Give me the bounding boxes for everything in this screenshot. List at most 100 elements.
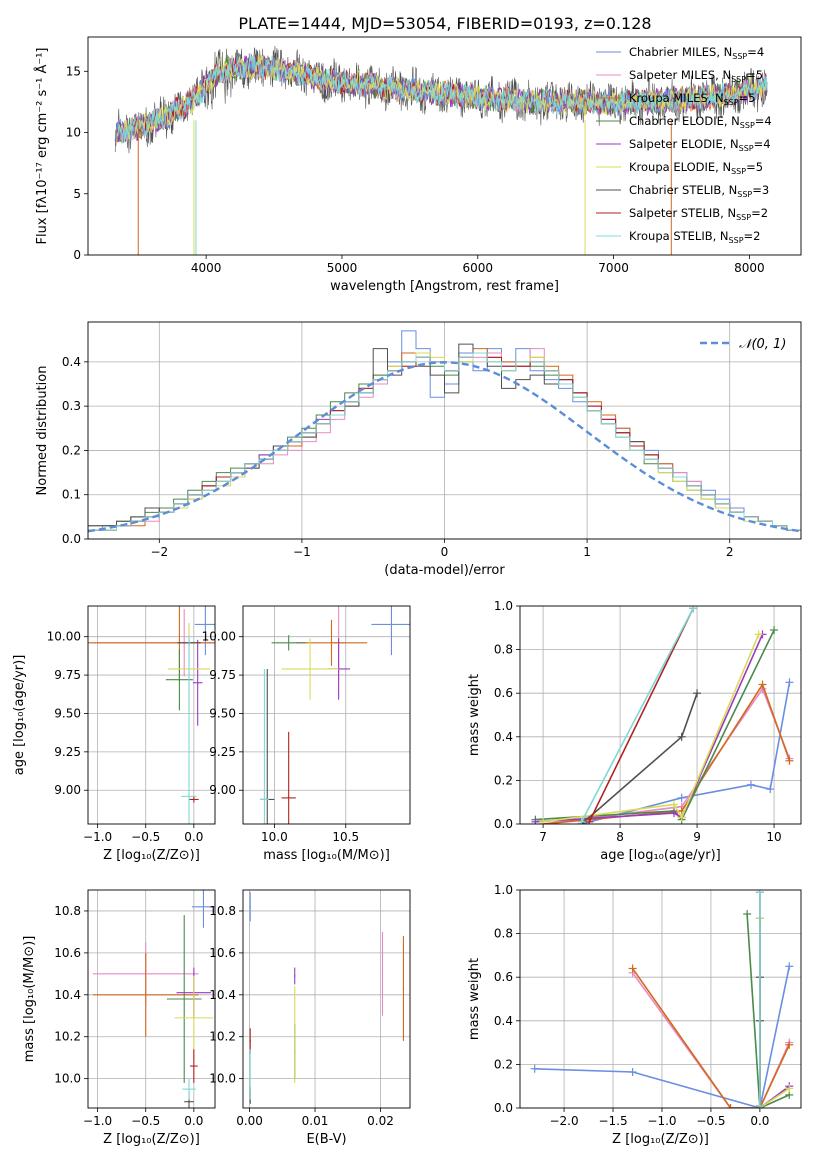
axes-frame [87, 889, 216, 1109]
y-axis-label: mass [log₁₀(M/M⊙)] [22, 936, 37, 1063]
x-tick-label: 9 [693, 830, 701, 844]
plus-marker [766, 785, 775, 794]
y-tick-label: 0.1 [62, 488, 81, 502]
legend-label-sub: SSP [729, 236, 744, 245]
axes-frame [519, 605, 802, 825]
x-axis-label: wavelength [Angstrom, rest frame] [330, 279, 559, 294]
legend-label: Kroupa ELODIE, NSSP=5 [629, 160, 763, 176]
y-tick-label: 0.6 [494, 686, 513, 700]
y-tick-label: 0.8 [494, 927, 513, 941]
errorbar-point [165, 648, 193, 711]
y-tick-label: 9.25 [54, 745, 81, 759]
y-tick-label: 0 [73, 248, 81, 262]
x-axis-label: Z [log₁₀(Z/Z⊙)] [103, 848, 200, 863]
y-tick-label: 15 [66, 64, 81, 78]
y-tick-label: 0.6 [494, 970, 513, 984]
legend-label-value: =4 [755, 114, 772, 128]
y-tick-label: 0.2 [494, 1057, 513, 1071]
plus-marker [693, 689, 702, 698]
y-tick-label: 1.0 [494, 599, 513, 613]
errorbar-point [194, 606, 215, 656]
x-tick-label: 5000 [327, 261, 358, 275]
legend-label: Kroupa STELIB, NSSP=2 [629, 229, 760, 245]
y-tick-label: 10.6 [209, 946, 236, 960]
mass-weight-series-5 [542, 633, 760, 823]
errorbars [249, 892, 405, 1104]
x-tick-label: −2 [150, 545, 168, 559]
errorbar-point [281, 638, 339, 700]
spectrum-series-8 [116, 53, 768, 144]
legend-label-value: =5 [746, 68, 763, 82]
legend-label-sub: SSP [731, 75, 746, 84]
legend-label-main: Chabrier ELODIE, N [629, 114, 740, 128]
y-tick-label: 0.3 [62, 399, 81, 413]
legend-label-sub: SSP [736, 213, 751, 222]
legend-label-value: =2 [751, 206, 768, 220]
plus-marker [628, 964, 637, 973]
legend-label: Chabrier MILES, NSSP=4 [629, 45, 764, 61]
errorbar-point [249, 892, 251, 922]
x-tick-label: 7 [539, 830, 547, 844]
x-tick-label: 10.5 [332, 830, 359, 844]
plus-marker [577, 817, 586, 824]
legend-label-value: =4 [747, 45, 764, 59]
x-tick-label: −0.5 [696, 1114, 725, 1128]
y-tick-label: 0.2 [494, 773, 513, 787]
panel-mass-vs-z: −1.0 −0.5 0.0 10.0 10.2 10.4 10.6 10.8 Z [log₁₀(… [22, 889, 216, 1147]
mass-weight-series-1 [543, 687, 791, 824]
y-tick-label: 10.4 [209, 988, 236, 1002]
x-tick-label: −1.0 [647, 1114, 676, 1128]
y-tick-label: 9.00 [54, 783, 81, 797]
axes-frame [242, 889, 411, 1109]
y-tick-label: 10.0 [209, 1072, 236, 1086]
legend-label: Salpeter ELODIE, NSSP=4 [629, 137, 771, 153]
legend-label: Chabrier ELODIE, NSSP=4 [629, 114, 772, 130]
x-tick-label: 0.01 [302, 1114, 329, 1128]
spectrum-lines [114, 45, 768, 255]
plus-marker [726, 1104, 735, 1108]
y-tick-label: 9.75 [54, 668, 81, 682]
axes-frame [242, 605, 411, 825]
y-tick-label: 10.4 [54, 988, 81, 1002]
y-tick-label: 0.0 [494, 1101, 513, 1115]
y-tick-label: 5 [73, 187, 81, 201]
mass-weight-series-5 [759, 918, 790, 1108]
mass-weight-series-4 [759, 918, 790, 1108]
mass-weight-series-8 [580, 607, 694, 823]
plus-marker [585, 817, 594, 824]
y-tick-label: 9.00 [209, 783, 236, 797]
legend-label-main: Chabrier STELIB, N [629, 183, 737, 197]
x-tick-label: 0.0 [750, 1114, 769, 1128]
plus-marker [677, 793, 686, 802]
plus-marker [785, 678, 794, 687]
mass-weight-lines [531, 606, 794, 824]
plus-marker [785, 756, 794, 765]
y-tick-label: 0.8 [494, 643, 513, 657]
errorbar-point [371, 606, 410, 656]
legend-label: 𝒩(0, 1) [739, 337, 786, 352]
legend-label-value: =5 [739, 91, 756, 105]
legend-label: Kroupa MILES, NSSP=5 [629, 91, 755, 107]
errorbar-point [249, 1049, 251, 1100]
histogram-lines [88, 330, 801, 539]
legend-label-sub: SSP [731, 167, 746, 176]
x-tick-label: 0.0 [184, 830, 203, 844]
y-tick-label: 10.00 [202, 630, 236, 644]
errorbar-point [189, 1049, 198, 1083]
plus-marker [785, 962, 794, 971]
x-axis-label: (data-model)/error [384, 563, 505, 578]
plus-marker [746, 780, 755, 789]
mass-weight-series-2 [631, 968, 791, 1108]
y-tick-label: 0.4 [494, 730, 513, 744]
x-tick-label: −1.0 [83, 830, 112, 844]
plus-marker [628, 1068, 637, 1077]
y-tick-label: 10.0 [54, 1072, 81, 1086]
legend-label: Salpeter STELIB, NSSP=2 [629, 206, 768, 222]
mass-weight-lines [530, 890, 794, 1108]
x-tick-label: 6000 [462, 261, 493, 275]
x-tick-label: 0 [441, 545, 449, 559]
y-axis-label: mass weight [467, 958, 482, 1040]
legend-label-main: Salpeter ELODIE, N [629, 137, 739, 151]
figure-title: PLATE=1444, MJD=53054, FIBERID=0193, z=0… [238, 14, 651, 33]
mass-weight-series-2 [543, 682, 791, 824]
